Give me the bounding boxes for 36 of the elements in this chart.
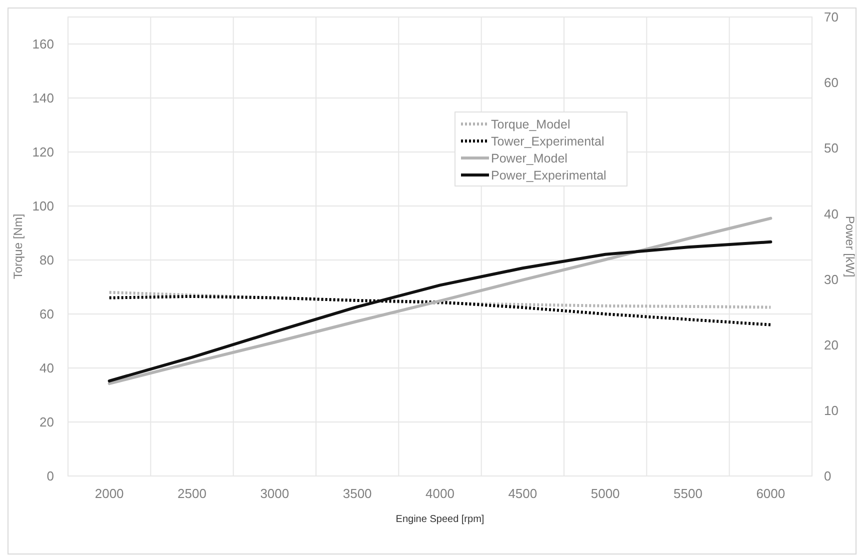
x-tick-label: 4500 (508, 486, 538, 501)
y2-axis-title: Power [kW] (843, 216, 857, 278)
y2-tick-label: 30 (824, 272, 838, 287)
y-axis-title: Torque [Nm] (11, 214, 25, 280)
x-tick-label: 2500 (178, 486, 206, 501)
x-tick-label: 3500 (342, 486, 372, 501)
y2-tick-label: 70 (824, 10, 838, 25)
y-tick-label: 20 (40, 414, 54, 430)
y-tick-label: 60 (40, 306, 54, 322)
y2-tick-label: 10 (824, 402, 838, 418)
x-tick-label: 5000 (590, 486, 620, 501)
y-tick-label: 40 (40, 360, 54, 376)
y-tick-label: 160 (32, 36, 54, 52)
line-series (108, 216, 772, 386)
y2-tick-label: 50 (824, 140, 838, 156)
line-series (108, 240, 772, 382)
y-tick-label: 140 (32, 90, 54, 106)
legend-label: Tower_Experimental (491, 134, 604, 148)
y-tick-label: 80 (40, 252, 54, 268)
y2-tick-label: 20 (824, 337, 838, 352)
x-tick-label: 6000 (756, 486, 786, 501)
y-tick-label: 0 (46, 468, 54, 484)
y2-tick-label: 60 (824, 75, 838, 90)
line-series (108, 294, 772, 326)
legend-label: Power_Model (491, 151, 568, 166)
y2-tick-label: 0 (824, 468, 832, 484)
x-tick-label: 4000 (426, 486, 454, 501)
legend-label: Torque_Model (491, 117, 570, 132)
x-tick-label: 3000 (260, 486, 290, 501)
x-axis-title: Engine Speed [rpm] (396, 514, 484, 525)
y2-tick-label: 40 (824, 206, 838, 222)
x-tick-label: 2000 (94, 486, 124, 501)
x-tick-label: 5500 (674, 486, 702, 501)
y-tick-label: 100 (32, 198, 54, 214)
y-tick-label: 120 (32, 144, 54, 160)
legend-label: Power_Experimental (491, 168, 606, 182)
